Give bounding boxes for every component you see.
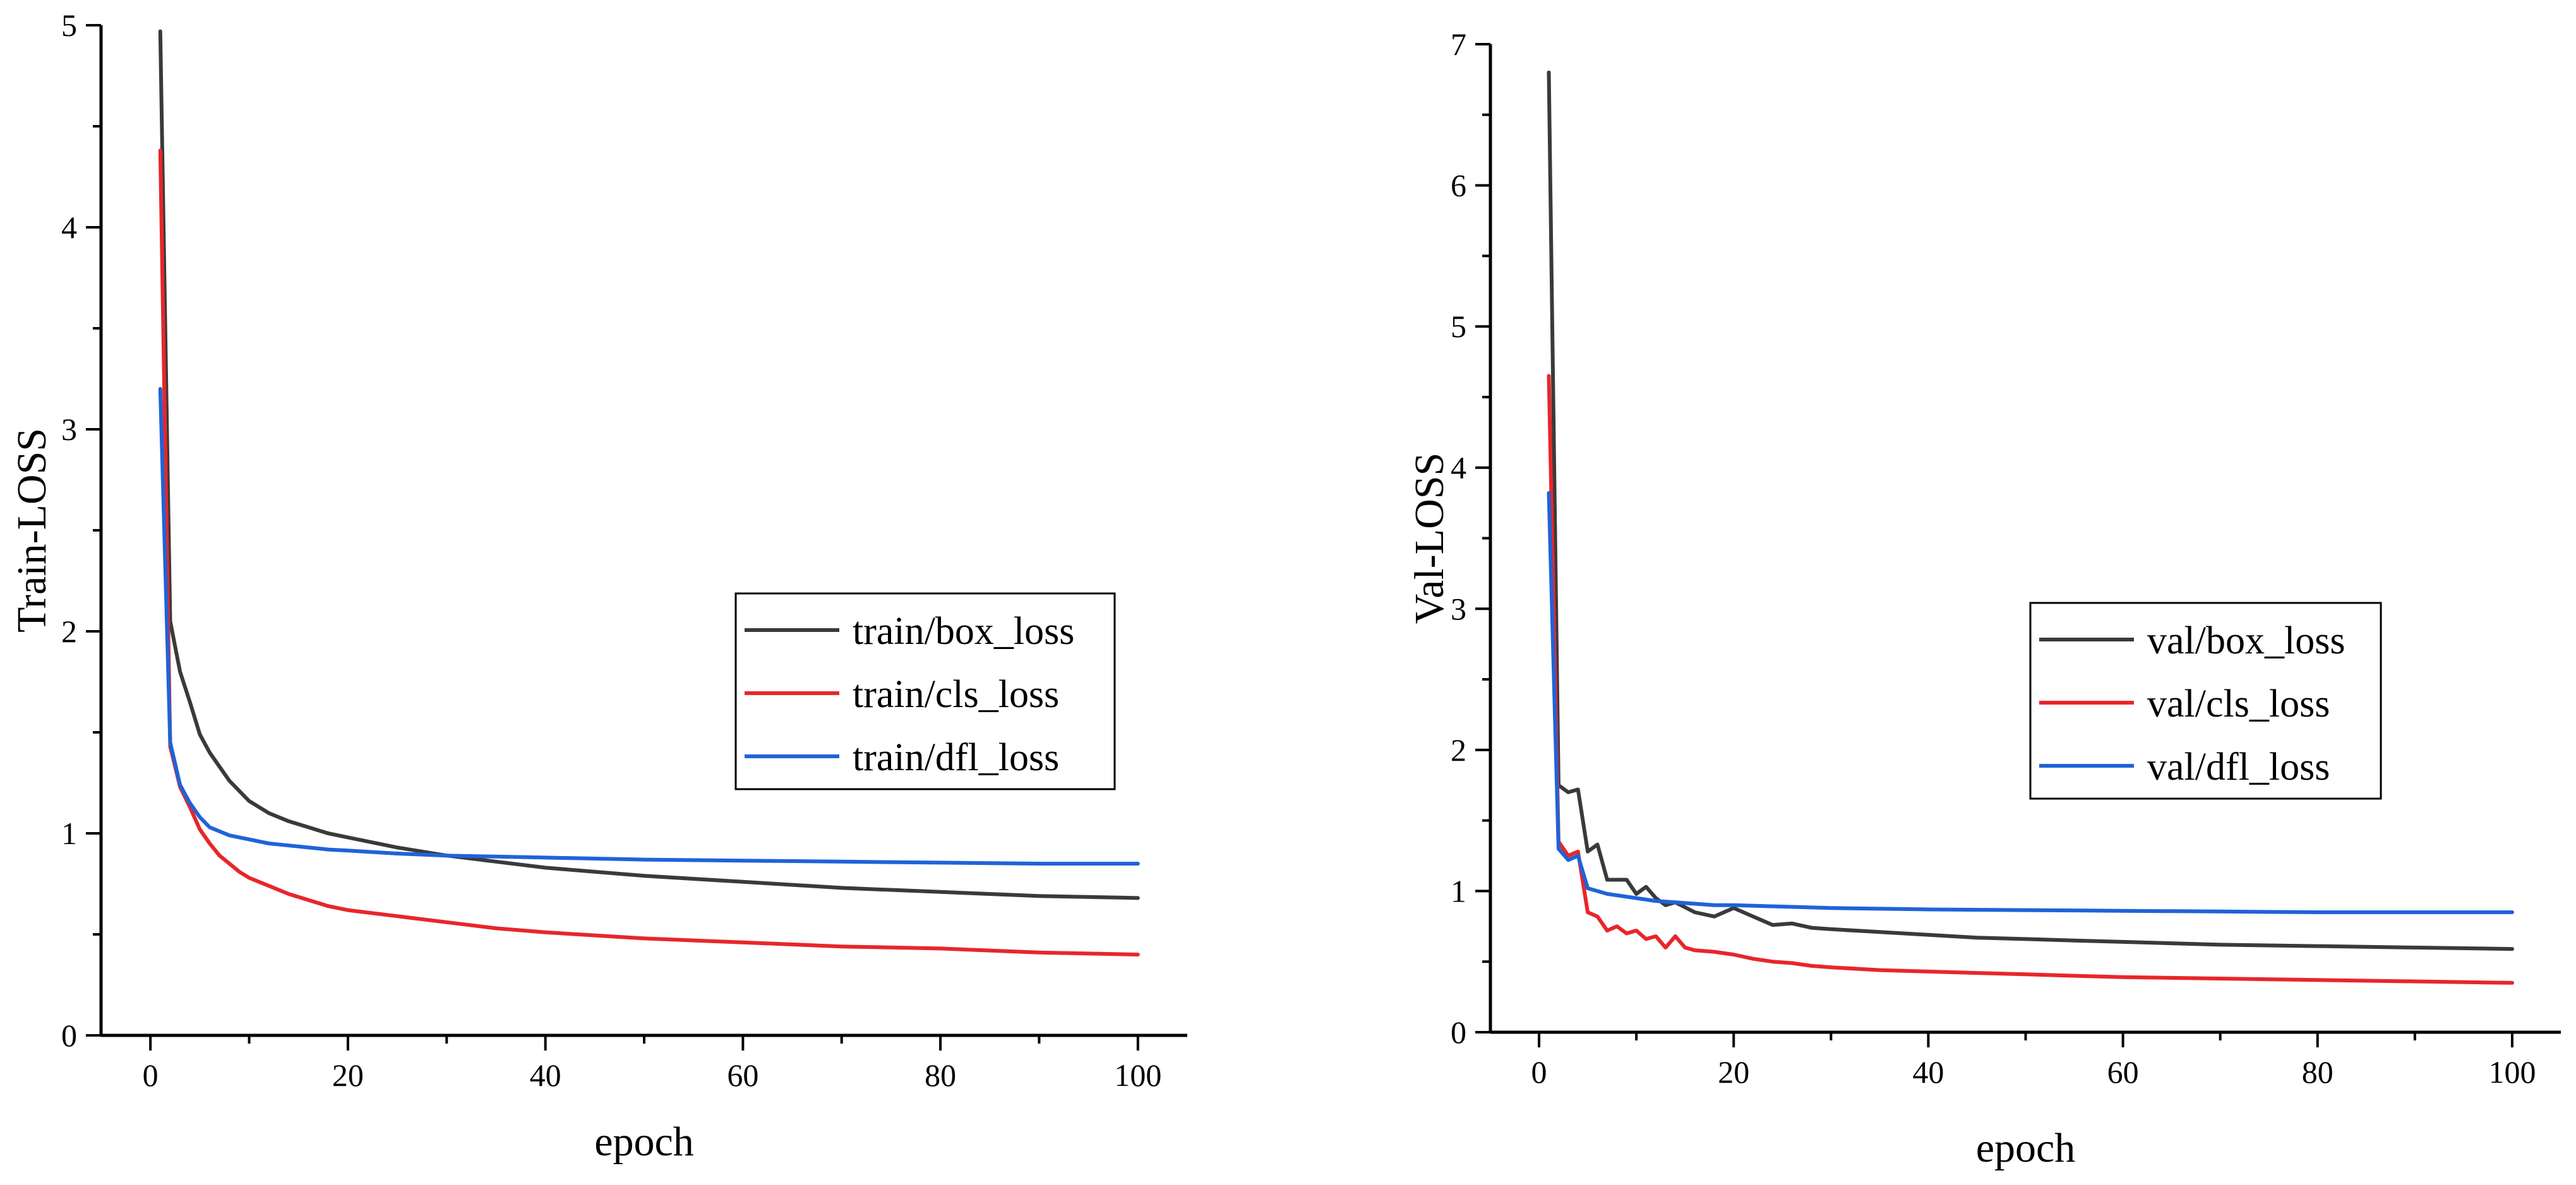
y-tick-label: 2 [1451, 732, 1466, 768]
legend-label: train/cls_loss [853, 673, 1059, 716]
x-tick-label: 0 [1531, 1054, 1547, 1090]
series-line-train-box-loss [158, 29, 1140, 900]
y-tick-label: 0 [61, 1018, 77, 1053]
y-tick-label: 6 [1451, 168, 1466, 203]
y-axis-title: Train-LOSS [9, 428, 55, 633]
x-tick-label: 80 [2302, 1054, 2333, 1090]
legend-label: val/box_loss [2147, 619, 2345, 662]
x-tick-label: 80 [925, 1057, 956, 1093]
y-tick-label: 5 [1451, 309, 1466, 344]
x-tick-label: 60 [727, 1057, 758, 1093]
legend-label: val/cls_loss [2147, 682, 2330, 725]
series-line-val-dfl-loss [1547, 491, 2514, 914]
x-tick-label: 20 [1718, 1054, 1749, 1090]
y-tick-label: 4 [61, 210, 77, 245]
x-tick-label: 20 [332, 1057, 364, 1093]
x-tick-label: 0 [143, 1057, 159, 1093]
y-tick-label: 7 [1451, 27, 1466, 62]
series-line-val-box-loss [1547, 70, 2514, 951]
series-line-train-dfl-loss [158, 387, 1140, 866]
legend-label: val/dfl_loss [2147, 746, 2330, 789]
y-tick-label: 4 [1451, 450, 1466, 485]
y-tick-label: 3 [1451, 591, 1466, 626]
y-tick-label: 0 [1451, 1015, 1466, 1050]
y-tick-label: 3 [61, 412, 77, 447]
x-tick-label: 40 [1912, 1054, 1944, 1090]
y-tick-label: 1 [1451, 873, 1466, 908]
x-tick-label: 100 [2488, 1054, 2536, 1090]
series-line-train-cls-loss [158, 148, 1140, 956]
legend-label: train/box_loss [853, 610, 1074, 653]
legend-label: train/dfl_loss [853, 736, 1059, 779]
train-loss-chart: 0 1 2 3 4 5 0 20 40 60 80 100 epoch Train-LOSS train/b… [9, 8, 1187, 1165]
series-line-val-cls-loss [1547, 374, 2514, 985]
x-axis-title: epoch [1976, 1125, 2076, 1171]
x-axis-title: epoch [594, 1119, 694, 1165]
y-tick-label: 5 [61, 8, 77, 43]
y-axis-title: Val-LOSS [1406, 453, 1453, 624]
x-tick-label: 100 [1114, 1057, 1161, 1093]
x-tick-label: 40 [530, 1057, 561, 1093]
y-tick-label: 1 [61, 816, 77, 851]
x-tick-label: 60 [2107, 1054, 2139, 1090]
val-loss-chart: 0 1 2 3 4 5 6 7 0 20 40 60 80 100 epoch Val-LOSS val/box… [1406, 27, 2561, 1171]
y-tick-label: 2 [61, 614, 77, 649]
